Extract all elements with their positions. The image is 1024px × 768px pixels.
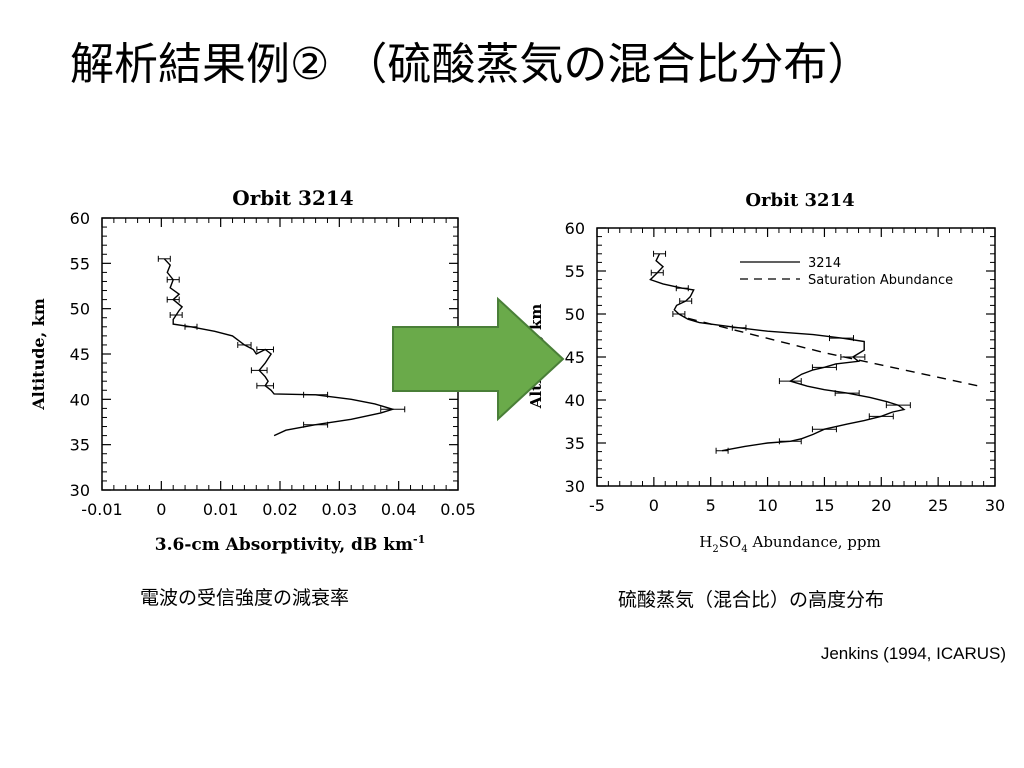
series-line-3214 [649, 253, 906, 452]
x-tick-labels: -5 0 5 10 15 20 25 30 [589, 496, 1005, 515]
x-tick-label: -5 [589, 496, 605, 515]
error-bars [157, 255, 406, 428]
x-tick-label: 20 [871, 496, 891, 515]
y-tick-label: 40 [565, 391, 585, 410]
x-tick-label: 0.02 [262, 500, 298, 519]
chart-title: Orbit 3214 [232, 186, 353, 210]
x-ticks [101, 218, 459, 490]
y-tick-label: 35 [565, 434, 585, 453]
x-axis-label: 3.6-cm Absorptivity, dB km-1 [155, 533, 425, 555]
y-ticks [597, 227, 995, 487]
x-axis-label-so: SO [719, 533, 742, 551]
y-axis-label: Altitude, km [29, 298, 48, 411]
legend-label-saturation: Saturation Abundance [808, 273, 953, 288]
x-tick-label: 0.04 [381, 500, 417, 519]
y-tick-labels: 30 35 40 45 50 55 60 [70, 209, 90, 500]
series-lines [163, 258, 396, 437]
x-tick-label: 0 [156, 500, 166, 519]
x-axis-label-sub1: 2 [712, 544, 718, 555]
y-tick-label: 30 [565, 477, 585, 496]
y-tick-label: 45 [565, 348, 585, 367]
chart-title: Orbit 3214 [745, 190, 854, 211]
x-tick-label: 10 [757, 496, 777, 515]
arrow-shape [392, 296, 565, 422]
y-tick-label: 50 [70, 300, 90, 319]
x-tick-label: 15 [814, 496, 834, 515]
caption-right: 硫酸蒸気（混合比）の高度分布 [618, 589, 885, 611]
x-axis-label-h: H [699, 533, 712, 551]
x-tick-label: 0.05 [440, 500, 476, 519]
x-axis-label-sup: -1 [413, 533, 425, 546]
x-axis-label-sub2: 4 [741, 544, 747, 555]
x-tick-label: -0.01 [81, 500, 122, 519]
series-line [163, 258, 396, 437]
plot-frame [596, 227, 996, 487]
y-tick-label: 60 [565, 219, 585, 238]
y-tick-label: 50 [565, 305, 585, 324]
x-tick-labels: -0.01 0 0.01 0.02 0.03 0.04 0.05 [81, 500, 476, 519]
error-bars [650, 250, 911, 454]
legend: 3214 Saturation Abundance [740, 256, 953, 288]
x-tick-label: 0 [649, 496, 659, 515]
x-tick-label: 0.03 [322, 500, 358, 519]
y-tick-label: 40 [70, 390, 90, 409]
x-axis-label-end: Abundance, ppm [748, 533, 881, 551]
y-tick-labels: 30 35 40 45 50 55 60 [565, 219, 585, 496]
arrow-right-icon [392, 296, 565, 422]
x-ticks [596, 228, 996, 486]
y-tick-label: 35 [70, 436, 90, 455]
legend-label-3214: 3214 [808, 256, 841, 271]
y-tick-label: 55 [565, 262, 585, 281]
chart-h2so4-abundance: Orbit 3214 -5 0 5 10 15 20 25 30 30 35 40 45 50 55 60… [527, 190, 1005, 555]
y-tick-label: 55 [70, 254, 90, 273]
y-ticks [102, 217, 458, 491]
y-tick-label: 45 [70, 345, 90, 364]
chart-absorptivity: Orbit 3214 -0.01 0 0.01 0.02 0.03 0.04 0.05 30… [29, 186, 476, 555]
citation: Jenkins (1994, ICARUS) [820, 644, 1006, 663]
slide-title: 解析結果例② （硫酸蒸気の混合比分布） [70, 39, 872, 90]
y-tick-label: 30 [70, 481, 90, 500]
x-tick-label: 0.01 [203, 500, 239, 519]
x-tick-label: 30 [985, 496, 1005, 515]
y-tick-label: 60 [70, 209, 90, 228]
x-tick-label: 25 [928, 496, 948, 515]
x-axis-label: H2SO4 Abundance, ppm [699, 533, 880, 555]
x-tick-label: 5 [706, 496, 716, 515]
x-axis-label-main: 3.6-cm Absorptivity, dB km [155, 535, 413, 555]
caption-left: 電波の受信強度の減衰率 [140, 587, 350, 609]
series-lines [649, 253, 984, 452]
